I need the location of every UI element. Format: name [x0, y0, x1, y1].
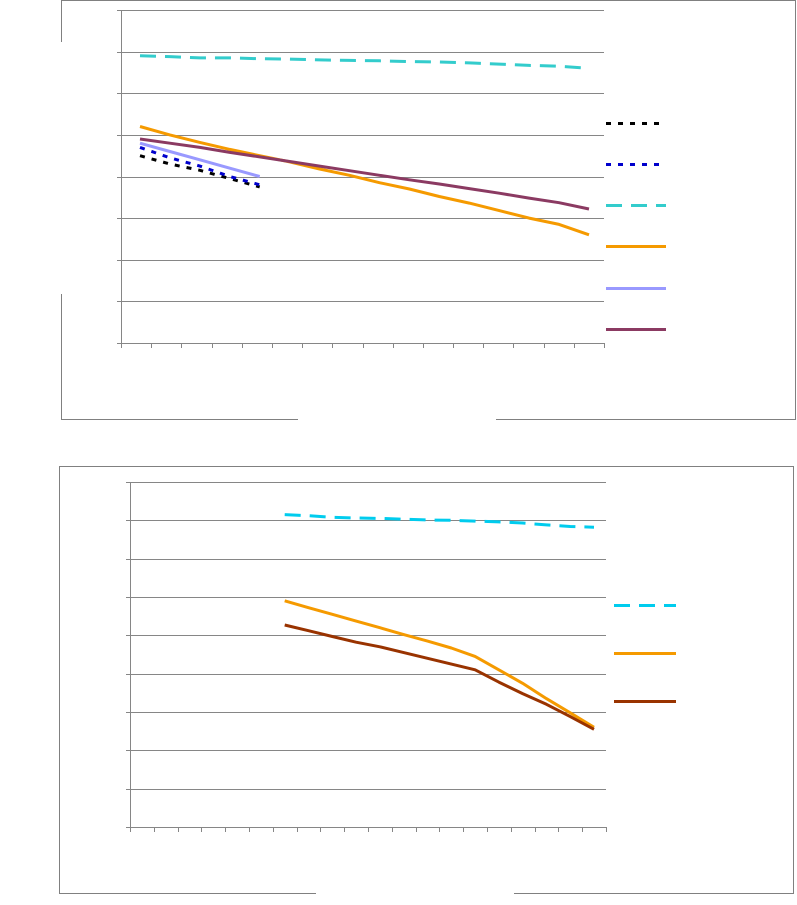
series-line-2-3	[284, 623, 595, 731]
chart-1-gridlines	[121, 10, 604, 302]
chart-1-series	[139, 54, 590, 237]
chart-1-frame-gap-left	[55, 42, 67, 294]
chart-1-frame-gap-bottom	[298, 414, 496, 426]
series-line-1-1	[139, 154, 261, 189]
chart-2-gridlines	[130, 482, 606, 790]
chart-1-axes	[117, 10, 605, 348]
series-line-1-5	[139, 141, 261, 178]
chart-2-legend	[614, 604, 676, 703]
series-line-1-2	[139, 145, 261, 187]
series-line-2-1	[284, 513, 595, 529]
series-line-1-3	[139, 54, 590, 70]
chart-2-series	[284, 513, 595, 731]
chart-2-frame-gap-bottom	[316, 888, 514, 900]
chart-1-legend	[606, 122, 666, 331]
series-line-2-2	[284, 599, 595, 729]
chart-1	[55, 0, 796, 426]
series-line-1-6	[139, 137, 590, 211]
series-line-1-4	[139, 125, 590, 237]
chart-2-axes	[126, 482, 607, 832]
chart-2-frame	[59, 466, 794, 894]
chart-2	[59, 466, 794, 900]
